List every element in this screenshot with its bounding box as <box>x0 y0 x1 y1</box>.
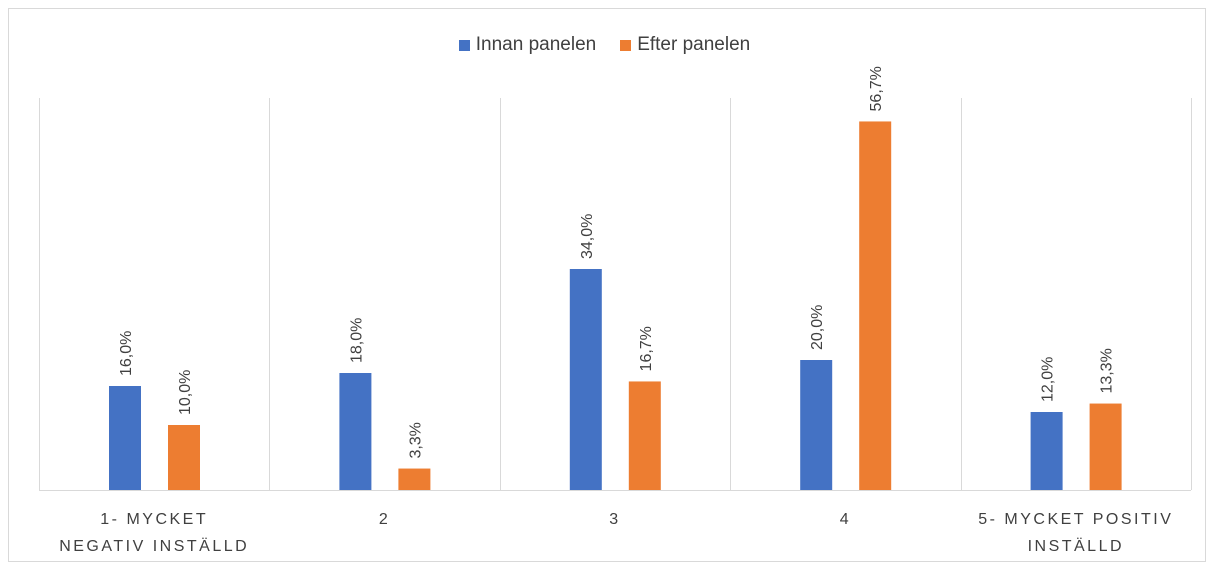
legend-swatch-efter <box>620 39 632 51</box>
data-label: 13,3% <box>1099 348 1116 393</box>
legend-label-efter: Efter panelen <box>637 34 751 55</box>
legend-item-innan: Innan panelen <box>458 34 597 56</box>
bar-efter <box>1089 403 1122 490</box>
data-label: 3,3% <box>407 422 424 458</box>
legend-swatch-innan <box>458 39 470 51</box>
bar-efter <box>859 121 892 490</box>
data-label: 10,0% <box>177 370 194 415</box>
legend-item-efter: Efter panelen <box>620 34 750 56</box>
bar-innan <box>339 373 372 490</box>
bar-innan <box>569 269 602 490</box>
category-label: 3 <box>609 511 620 528</box>
bar-efter <box>628 381 661 490</box>
data-label: 16,7% <box>638 326 655 371</box>
category-label: 1- MYCKET <box>100 511 208 528</box>
bar-innan <box>109 386 141 490</box>
bar-efter <box>168 425 200 490</box>
category-label: NEGATIV INSTÄLLD <box>59 537 249 555</box>
category-label: 4 <box>840 511 851 528</box>
legend-label-innan: Innan panelen <box>475 34 597 55</box>
data-label: 56,7% <box>868 66 885 111</box>
data-label: 34,0% <box>579 214 596 259</box>
bar-innan <box>1030 412 1063 490</box>
bar-innan <box>800 360 833 490</box>
data-label: 20,0% <box>809 305 826 350</box>
chart-frame <box>8 8 1206 562</box>
data-label: 18,0% <box>348 318 365 363</box>
data-label: 16,0% <box>118 331 135 376</box>
category-label: INSTÄLLD <box>1028 537 1124 555</box>
data-label: 12,0% <box>1040 357 1057 402</box>
category-label: 2 <box>379 511 390 528</box>
category-label: 5- MYCKET POSITIV <box>978 511 1173 528</box>
legend: Innan panelen Efter panelen <box>0 34 1209 56</box>
bar-efter <box>398 468 431 490</box>
